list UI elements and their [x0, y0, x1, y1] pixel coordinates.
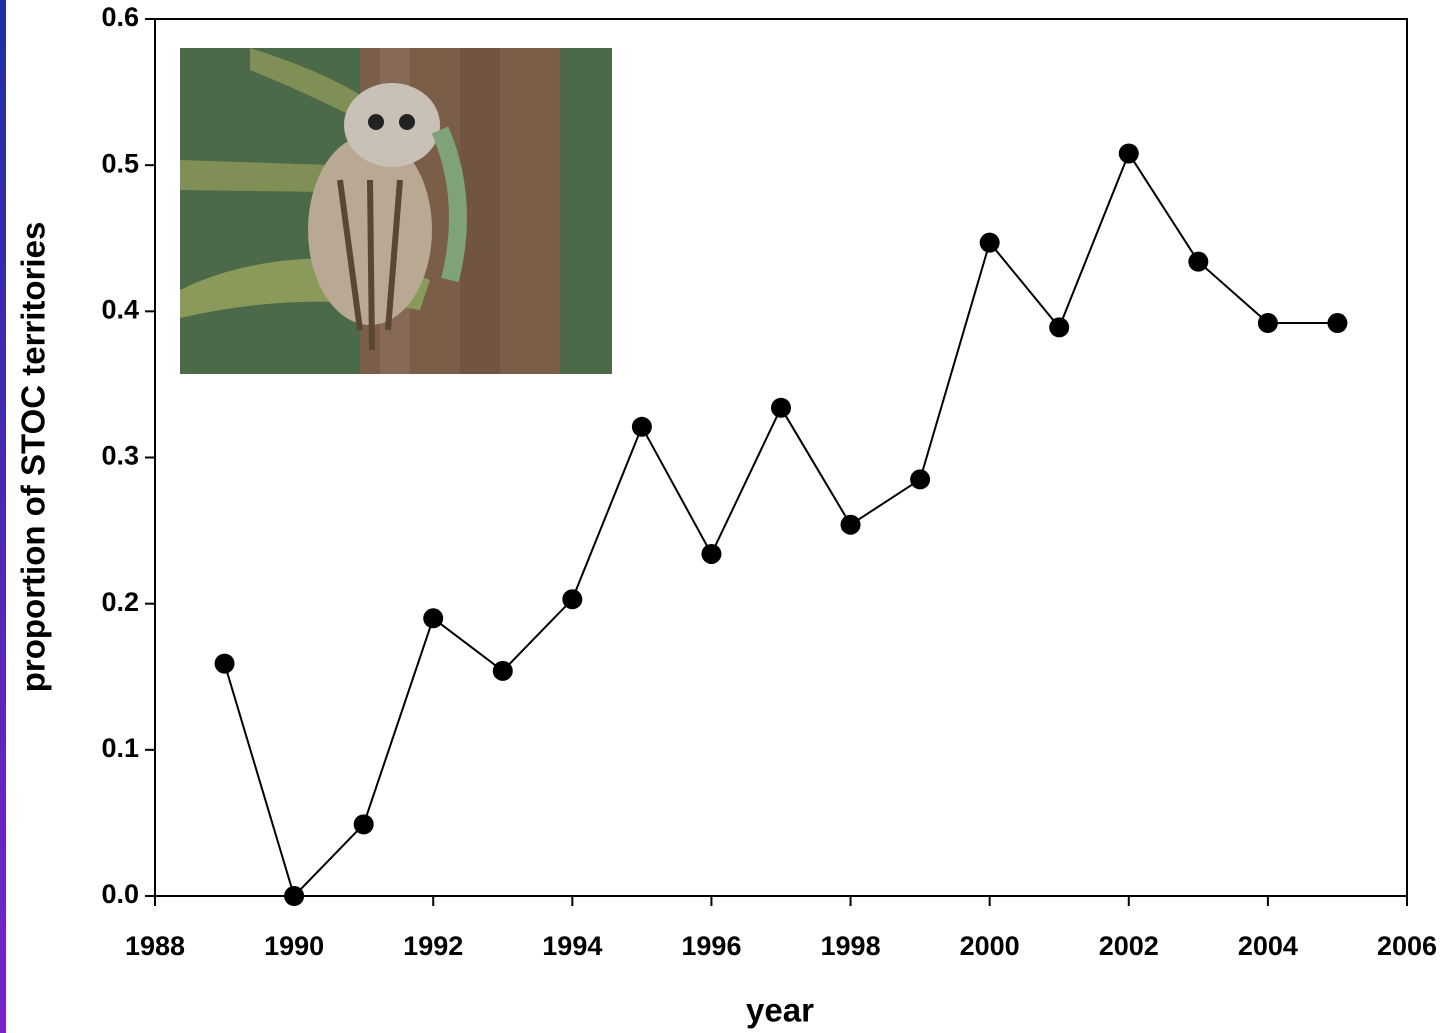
- marker: [701, 543, 722, 564]
- marker: [214, 653, 235, 674]
- x-tick-label: 1994: [542, 931, 602, 961]
- x-tick-label: 2000: [960, 931, 1020, 961]
- y-tick-label: 0.4: [101, 294, 139, 324]
- slide-edge: [0, 0, 6, 1033]
- y-tick-label: 0.6: [101, 2, 139, 32]
- y-axis-title: proportion of STOC territories: [15, 222, 52, 693]
- x-tick-label: 1998: [821, 931, 881, 961]
- x-tick-label: 2006: [1377, 931, 1437, 961]
- marker: [1327, 313, 1348, 334]
- x-axis-title: year: [746, 992, 814, 1029]
- x-tick-label: 2002: [1099, 931, 1159, 961]
- marker: [771, 397, 791, 418]
- x-tick-label: 1990: [264, 931, 324, 961]
- y-tick-label: 0.3: [101, 441, 139, 471]
- marker: [353, 814, 374, 835]
- x-tick-label: 2004: [1238, 931, 1298, 961]
- x-tick-label: 1988: [125, 931, 185, 961]
- y-tick-label: 0.5: [101, 148, 139, 178]
- y-tick-label: 0.2: [101, 587, 139, 617]
- marker: [284, 886, 305, 906]
- x-tick-label: 1996: [681, 931, 741, 961]
- y-tick-label: 0.1: [101, 733, 139, 763]
- marker: [979, 232, 1000, 253]
- marker: [423, 608, 444, 629]
- marker: [631, 416, 652, 437]
- marker: [1118, 143, 1139, 164]
- marker: [562, 589, 583, 610]
- marker: [1049, 317, 1070, 338]
- marker: [840, 514, 861, 535]
- y-tick-label: 0.0: [101, 879, 139, 909]
- marker: [1188, 251, 1209, 272]
- marker: [1257, 313, 1278, 334]
- marker: [492, 660, 513, 681]
- x-tick-label: 1992: [403, 931, 463, 961]
- owl-photo: [180, 48, 612, 374]
- marker: [910, 469, 931, 490]
